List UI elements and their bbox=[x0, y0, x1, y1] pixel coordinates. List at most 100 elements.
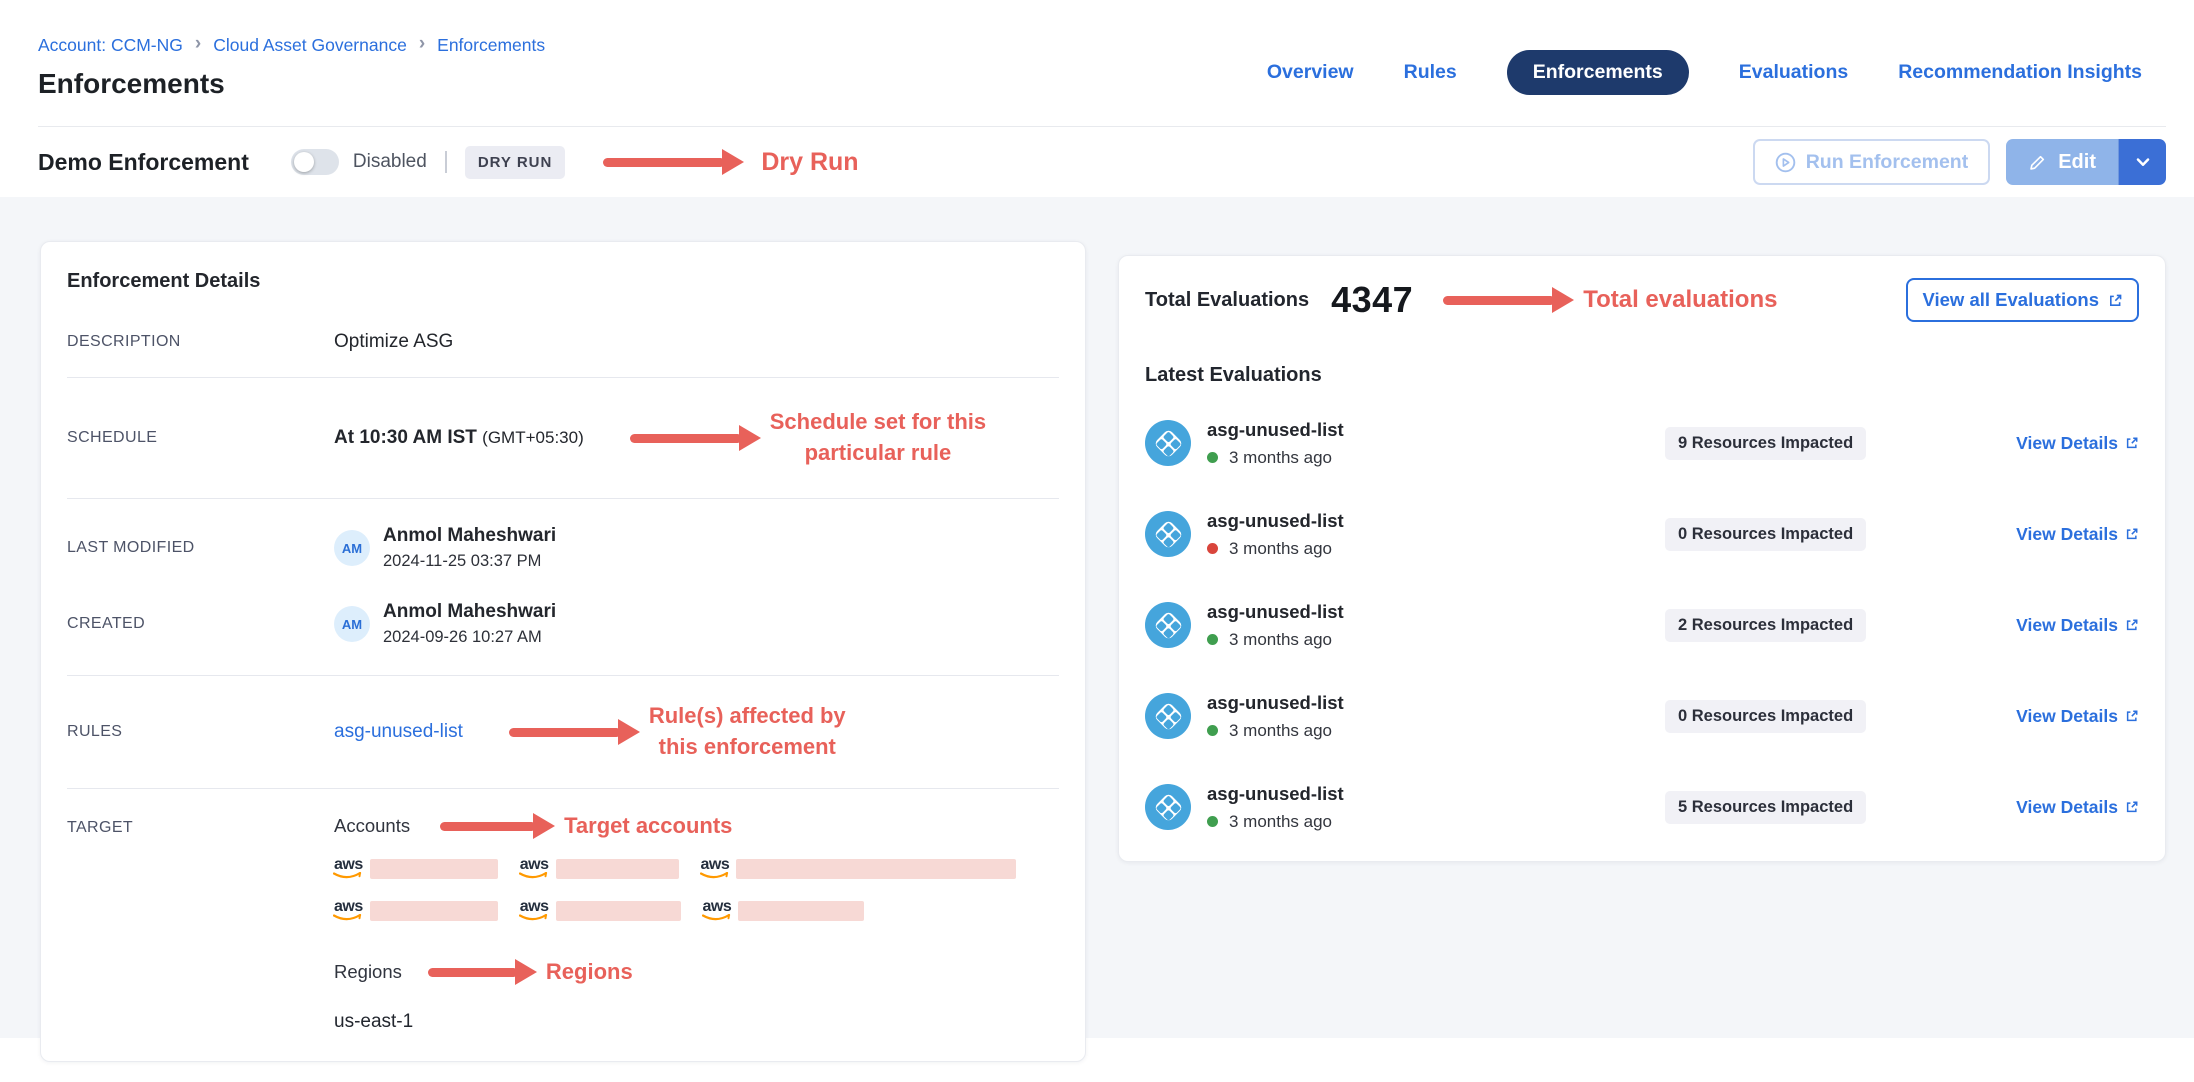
accounts-label: Accounts bbox=[334, 815, 411, 836]
governance-rule-icon bbox=[1145, 602, 1191, 648]
aws-account-item: aws bbox=[699, 857, 1017, 881]
row-divider bbox=[67, 377, 1059, 378]
toggle-knob bbox=[293, 152, 314, 172]
governance-rule-icon bbox=[1145, 693, 1191, 739]
evaluation-row: asg-unused-list 3 months ago 0 Resources… bbox=[1145, 684, 2139, 748]
redacted-account-name bbox=[369, 901, 498, 921]
evaluation-row: asg-unused-list 3 months ago 5 Resources… bbox=[1145, 775, 2139, 839]
status-dot-success bbox=[1207, 816, 1218, 827]
status-dot-failed bbox=[1207, 543, 1218, 554]
external-link-icon bbox=[2125, 527, 2139, 541]
regions-label: Regions bbox=[334, 961, 402, 982]
description-label: DESCRIPTION bbox=[67, 333, 181, 350]
description-value: Optimize ASG bbox=[334, 331, 454, 352]
status-dot-success bbox=[1207, 452, 1218, 463]
annotation-arrow bbox=[1443, 295, 1556, 305]
tab-evaluations[interactable]: Evaluations bbox=[1738, 61, 1849, 83]
schedule-annotation-line1: Schedule set for this bbox=[769, 409, 987, 435]
view-details-link[interactable]: View Details bbox=[2016, 524, 2139, 545]
aws-account-item: aws bbox=[518, 857, 679, 881]
tab-enforcements[interactable]: Enforcements bbox=[1506, 50, 1689, 95]
status-dot-success bbox=[1207, 725, 1218, 736]
external-link-icon bbox=[2125, 436, 2139, 450]
view-details-link[interactable]: View Details bbox=[2016, 706, 2139, 727]
evaluation-row: asg-unused-list 3 months ago 2 Resources… bbox=[1145, 593, 2139, 657]
rule-link[interactable]: asg-unused-list bbox=[334, 721, 463, 742]
rules-row: RULES asg-unused-list Rule(s) affected b… bbox=[67, 700, 1059, 764]
evaluation-time: 3 months ago bbox=[1229, 811, 1333, 831]
breadcrumb-enforcements[interactable]: Enforcements bbox=[437, 34, 546, 55]
aws-logo: aws bbox=[518, 857, 549, 881]
resources-impacted-badge: 2 Resources Impacted bbox=[1665, 608, 1867, 642]
row-divider bbox=[67, 498, 1059, 499]
view-all-label: View all Evaluations bbox=[1922, 289, 2099, 310]
breadcrumb-separator: › bbox=[418, 33, 426, 54]
view-details-link[interactable]: View Details bbox=[2016, 615, 2139, 636]
breadcrumb: Account: CCM-NG › Cloud Asset Governance… bbox=[38, 33, 2166, 56]
aws-account-item: aws bbox=[518, 899, 681, 923]
schedule-value: At 10:30 AM IST bbox=[334, 427, 477, 448]
resources-impacted-badge: 0 Resources Impacted bbox=[1665, 699, 1867, 733]
view-details-link[interactable]: View Details bbox=[2016, 797, 2139, 818]
external-link-icon bbox=[2125, 800, 2139, 814]
tab-overview[interactable]: Overview bbox=[1266, 61, 1354, 83]
region-value: us-east-1 bbox=[334, 1011, 414, 1032]
details-card-title: Enforcement Details bbox=[67, 270, 261, 292]
view-all-evaluations-button[interactable]: View all Evaluations bbox=[1906, 278, 2139, 322]
avatar: AM bbox=[334, 606, 370, 642]
redacted-account-name bbox=[738, 901, 865, 921]
avatar: AM bbox=[334, 530, 370, 566]
enforcement-name: Demo Enforcement bbox=[38, 148, 249, 175]
aws-logo: aws bbox=[333, 857, 363, 881]
status-dot-success bbox=[1207, 634, 1218, 645]
last-modified-date: 2024-11-25 03:37 PM bbox=[383, 552, 542, 570]
created-label: CREATED bbox=[67, 615, 146, 632]
view-details-link[interactable]: View Details bbox=[2016, 433, 2139, 454]
resources-impacted-badge: 0 Resources Impacted bbox=[1665, 517, 1867, 551]
evaluation-time: 3 months ago bbox=[1229, 629, 1333, 649]
annotation-arrow bbox=[440, 821, 537, 831]
row-divider bbox=[67, 675, 1059, 676]
target-label: TARGET bbox=[67, 819, 134, 836]
redacted-account-name bbox=[736, 859, 1017, 879]
last-modified-row: LAST MODIFIED AM Anmol Maheshwari 2024-1… bbox=[67, 525, 1059, 571]
redacted-account-name bbox=[369, 859, 498, 879]
regions-annotation: Regions bbox=[545, 959, 633, 984]
last-modified-label: LAST MODIFIED bbox=[67, 539, 195, 556]
evaluation-rule-name: asg-unused-list bbox=[1207, 782, 1344, 804]
rules-annotation-line1: Rule(s) affected by bbox=[648, 703, 846, 729]
aws-logo: aws bbox=[333, 899, 363, 923]
pencil-icon bbox=[2028, 153, 2047, 172]
resources-impacted-badge: 5 Resources Impacted bbox=[1665, 790, 1867, 824]
tab-rules[interactable]: Rules bbox=[1403, 61, 1457, 83]
enabled-toggle[interactable] bbox=[290, 149, 339, 175]
header-divider bbox=[38, 126, 2166, 127]
breadcrumb-governance[interactable]: Cloud Asset Governance bbox=[213, 34, 407, 55]
breadcrumb-separator: › bbox=[194, 33, 202, 54]
chevron-down-icon bbox=[2134, 153, 2152, 171]
aws-account-item: aws bbox=[701, 899, 865, 923]
annotation-arrow bbox=[508, 727, 621, 737]
last-modified-user: Anmol Maheshwari bbox=[383, 525, 557, 546]
evaluation-row: asg-unused-list 3 months ago 0 Resources… bbox=[1145, 502, 2139, 566]
page-header: Account: CCM-NG › Cloud Asset Governance… bbox=[0, 0, 2194, 127]
edit-split-button: Edit bbox=[2006, 139, 2166, 185]
enforcement-toolbar: Demo Enforcement Disabled DRY RUN Dry Ru… bbox=[0, 127, 2194, 197]
run-enforcement-button[interactable]: Run Enforcement bbox=[1752, 139, 1991, 185]
evaluation-time: 3 months ago bbox=[1229, 447, 1333, 467]
aws-logo: aws bbox=[518, 899, 549, 923]
created-user: Anmol Maheshwari bbox=[383, 601, 557, 622]
tab-recommendation-insights[interactable]: Recommendation Insights bbox=[1898, 61, 2142, 83]
breadcrumb-account[interactable]: Account: CCM-NG bbox=[38, 34, 183, 55]
description-row: DESCRIPTION Optimize ASG bbox=[67, 331, 1059, 353]
play-circle-icon bbox=[1775, 152, 1796, 173]
evaluation-time: 3 months ago bbox=[1229, 538, 1333, 558]
edit-label: Edit bbox=[2058, 150, 2096, 173]
schedule-timezone: (GMT+05:30) bbox=[482, 428, 584, 447]
evaluation-rule-name: asg-unused-list bbox=[1207, 600, 1344, 622]
tab-bar: Overview Rules Enforcements Evaluations … bbox=[1267, 50, 2142, 95]
edit-dropdown-button[interactable] bbox=[2118, 139, 2166, 185]
edit-button[interactable]: Edit bbox=[2006, 139, 2118, 185]
target-row: TARGET Accounts Target accounts aws aws bbox=[67, 813, 1059, 1033]
evaluations-card: Total Evaluations 4347 Total evaluations… bbox=[1118, 255, 2166, 862]
